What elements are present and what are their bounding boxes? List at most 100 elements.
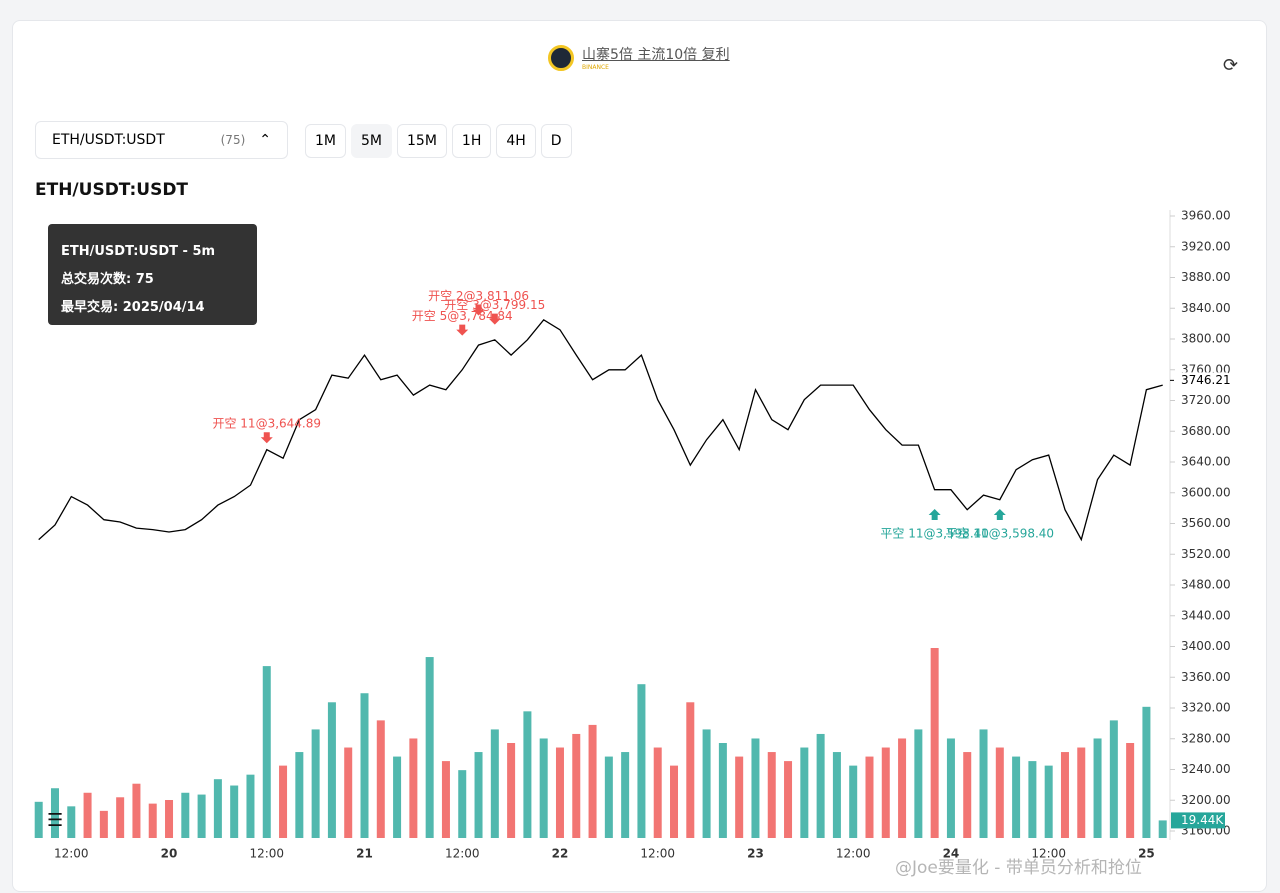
y-tick-label: 3640.00 — [1181, 455, 1231, 469]
volume-bar — [865, 756, 874, 838]
watermark: @Joe要量化 - 带单员分析和抢位 — [895, 858, 1142, 878]
volume-bar — [1044, 765, 1053, 838]
y-tick-label: 3360.00 — [1181, 670, 1231, 684]
volume-bar — [327, 702, 336, 838]
volume-bar — [1158, 820, 1167, 838]
volume-bar — [930, 648, 939, 838]
volume-bar — [132, 783, 141, 838]
x-tick-label: 12:00 — [445, 847, 480, 861]
volume-bar — [1060, 752, 1069, 838]
trade-arrow — [928, 508, 941, 520]
volume-bar — [1012, 756, 1021, 838]
tooltip-title: ETH/USDT:USDT - 5m — [61, 244, 216, 259]
volume-bar — [1028, 761, 1037, 838]
volume-bar — [670, 765, 679, 838]
volume-bar — [1109, 720, 1118, 838]
y-tick-label: 3200.00 — [1181, 793, 1231, 807]
volume-bar — [539, 738, 548, 838]
volume-bar — [751, 738, 760, 838]
volume-bar — [1126, 743, 1135, 838]
logo — [548, 44, 574, 71]
volume-bar — [849, 765, 858, 838]
trade-label: 平空 11@3,598.40 — [946, 526, 1055, 540]
timeframe-button[interactable]: 4H — [496, 124, 536, 158]
trade-label: 开空 3@3,799.15 — [444, 298, 545, 312]
volume-bar — [898, 738, 907, 838]
symbol: ETH/USDT:USDT — [52, 132, 165, 148]
tooltip-earliest: 最早交易: 2025/04/14 10:48 — [61, 300, 205, 343]
volume-bar — [262, 666, 271, 838]
tooltip-total: 总交易次数: 75 — [61, 272, 154, 287]
volume-bar — [523, 711, 532, 838]
y-tick-label: 3240.00 — [1181, 762, 1231, 776]
y-tick-label: 3280.00 — [1181, 731, 1231, 745]
volume-bar — [621, 752, 630, 838]
volume-bar — [197, 794, 206, 838]
y-tick-label: 3560.00 — [1181, 516, 1231, 530]
x-tick-label: 23 — [747, 847, 764, 861]
exchange: BINANCE — [582, 64, 609, 71]
trade-arrow — [993, 508, 1006, 520]
trade-arrow — [260, 432, 273, 444]
volume-bar — [816, 733, 825, 838]
volume-bar — [230, 785, 239, 838]
volume-bar — [1093, 738, 1102, 838]
trade-arrow — [488, 313, 501, 325]
volume-bar — [653, 747, 662, 838]
last-price-bg — [1174, 372, 1228, 389]
volume-bar — [474, 752, 483, 838]
x-tick-label: 25 — [1138, 847, 1155, 861]
volume-bar — [914, 729, 923, 838]
y-tick-label: 3920.00 — [1181, 239, 1231, 253]
trade-arrow — [456, 324, 469, 336]
timeframe-button[interactable]: 5M — [351, 124, 392, 158]
timeframe-button[interactable]: 15M — [397, 124, 447, 158]
volume-bar — [116, 797, 125, 838]
volume-bar — [409, 738, 418, 838]
volume-bar — [490, 729, 499, 838]
volume-bar — [555, 747, 564, 838]
volume-bar — [376, 720, 385, 838]
volume-bar — [1077, 747, 1086, 838]
x-tick-label: 24 — [943, 847, 960, 861]
y-tick-label: 3320.00 — [1181, 701, 1231, 715]
timeframe-button[interactable]: 1H — [451, 124, 492, 158]
refresh-icon[interactable]: ⟳ — [1223, 55, 1239, 76]
volume-bar — [393, 756, 402, 838]
strategy-title[interactable]: 山寨5倍 主流10倍 复利 — [582, 47, 730, 63]
x-tick-label: 12:00 — [54, 847, 89, 861]
trade-label: 平空 11@3,598.40 — [880, 526, 989, 540]
volume-bar — [995, 747, 1004, 838]
volume-bar — [50, 788, 59, 838]
symbol-select[interactable]: ETH/USDT:USDT (75) ⌃ — [35, 121, 288, 159]
volume-bar — [588, 724, 597, 838]
volume-bar — [979, 729, 988, 838]
timeframe-button[interactable]: 1M — [305, 124, 346, 158]
trade-label: 开空 2@3,811.06 — [428, 289, 529, 303]
x-tick-label: 12:00 — [249, 847, 284, 861]
volume-bar — [213, 779, 222, 838]
trade-label: 开空 11@3,644.89 — [212, 417, 321, 431]
volume-bar — [1142, 706, 1151, 838]
x-tick-label: 12:00 — [640, 847, 675, 861]
trade-arrow — [472, 304, 485, 316]
volume-bar — [784, 761, 793, 838]
y-tick-label: 3400.00 — [1181, 639, 1231, 653]
volume-bar — [946, 738, 955, 838]
volume-bar — [83, 792, 92, 838]
volume-bar — [295, 752, 304, 838]
volume-bar — [572, 733, 581, 838]
volume-label: 19.44K — [1181, 813, 1224, 827]
timeframe-button[interactable]: D — [540, 124, 572, 158]
volume-bar — [881, 747, 890, 838]
volume-bar — [279, 765, 288, 838]
x-tick-label: 12:00 — [1031, 847, 1066, 861]
y-tick-label: 3840.00 — [1181, 301, 1231, 315]
y-tick-label: 3880.00 — [1181, 270, 1231, 284]
heading: ETH/USDT:USDT — [35, 180, 189, 200]
volume-bar — [702, 729, 711, 838]
volume-bar — [832, 752, 841, 838]
timeframes: 1M 5M 15M 1H 4H D — [305, 124, 572, 158]
volume-bar — [360, 693, 369, 838]
